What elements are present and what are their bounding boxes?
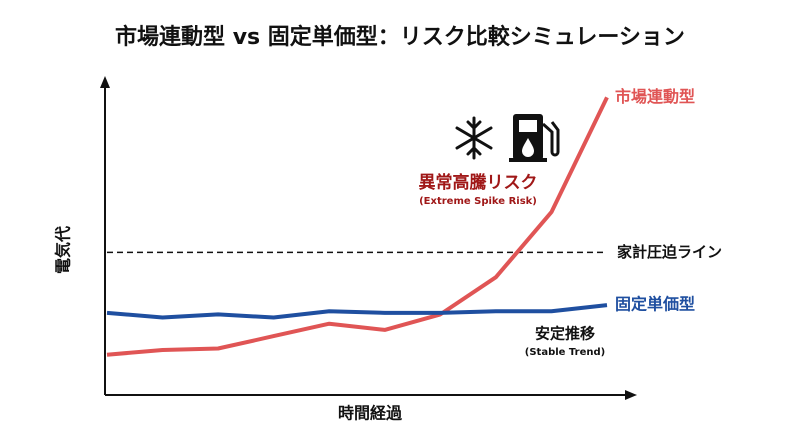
- y-axis-arrow: [100, 76, 110, 88]
- x-axis-arrow: [625, 390, 637, 400]
- snowflake-icon: [455, 116, 493, 160]
- y-axis-label: 電気代: [54, 226, 73, 274]
- fuel-pump-icon: [509, 114, 560, 162]
- series-label: 固定単価型: [615, 295, 695, 314]
- x-axis-label: 時間経過: [338, 404, 403, 423]
- series-line: [106, 303, 608, 320]
- threshold-label: 家計圧迫ライン: [617, 243, 722, 261]
- annotation-subtext: (Stable Trend): [525, 347, 605, 358]
- annotation: 安定推移: [535, 325, 595, 343]
- series-label: 市場連動型: [615, 87, 695, 106]
- annotation: 異常高騰リスク: [419, 172, 538, 193]
- chart-title: 市場連動型 vs 固定単価型：リスク比較シミュレーション: [115, 24, 685, 50]
- annotation-subtext: (Extreme Spike Risk): [419, 196, 537, 207]
- series-line: [106, 96, 609, 357]
